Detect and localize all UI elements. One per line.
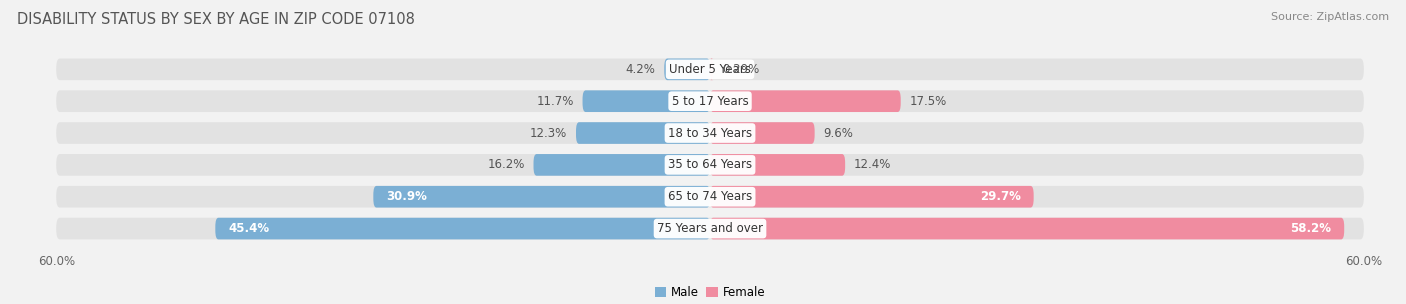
FancyBboxPatch shape [710, 122, 814, 144]
FancyBboxPatch shape [710, 154, 845, 176]
Text: 16.2%: 16.2% [488, 158, 524, 171]
Text: 17.5%: 17.5% [910, 95, 946, 108]
FancyBboxPatch shape [710, 218, 1344, 240]
Text: 11.7%: 11.7% [537, 95, 574, 108]
FancyBboxPatch shape [533, 154, 710, 176]
FancyBboxPatch shape [374, 186, 710, 208]
Text: 18 to 34 Years: 18 to 34 Years [668, 126, 752, 140]
FancyBboxPatch shape [576, 122, 710, 144]
Text: Under 5 Years: Under 5 Years [669, 63, 751, 76]
Text: 12.4%: 12.4% [853, 158, 891, 171]
FancyBboxPatch shape [56, 58, 1364, 80]
Text: 30.9%: 30.9% [387, 190, 427, 203]
FancyBboxPatch shape [710, 90, 901, 112]
FancyBboxPatch shape [710, 186, 1033, 208]
Text: 9.6%: 9.6% [824, 126, 853, 140]
FancyBboxPatch shape [56, 186, 1364, 208]
Text: 4.2%: 4.2% [626, 63, 655, 76]
FancyBboxPatch shape [710, 58, 713, 80]
Text: 45.4%: 45.4% [228, 222, 270, 235]
FancyBboxPatch shape [56, 218, 1364, 240]
FancyBboxPatch shape [56, 90, 1364, 112]
FancyBboxPatch shape [215, 218, 710, 240]
FancyBboxPatch shape [582, 90, 710, 112]
Text: 58.2%: 58.2% [1291, 222, 1331, 235]
Text: 29.7%: 29.7% [980, 190, 1021, 203]
FancyBboxPatch shape [56, 122, 1364, 144]
Text: 0.29%: 0.29% [721, 63, 759, 76]
Legend: Male, Female: Male, Female [650, 281, 770, 304]
Text: DISABILITY STATUS BY SEX BY AGE IN ZIP CODE 07108: DISABILITY STATUS BY SEX BY AGE IN ZIP C… [17, 12, 415, 27]
Text: 5 to 17 Years: 5 to 17 Years [672, 95, 748, 108]
Text: 35 to 64 Years: 35 to 64 Years [668, 158, 752, 171]
Text: 65 to 74 Years: 65 to 74 Years [668, 190, 752, 203]
FancyBboxPatch shape [664, 58, 710, 80]
FancyBboxPatch shape [56, 154, 1364, 176]
Text: Source: ZipAtlas.com: Source: ZipAtlas.com [1271, 12, 1389, 22]
Text: 12.3%: 12.3% [530, 126, 567, 140]
Text: 75 Years and over: 75 Years and over [657, 222, 763, 235]
